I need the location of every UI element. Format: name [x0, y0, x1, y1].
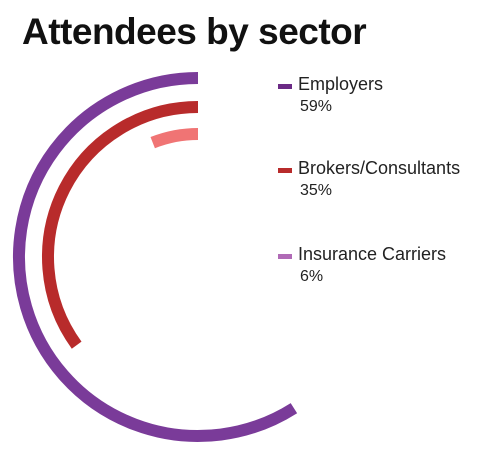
legend-swatch-brokers-consultants	[278, 168, 292, 173]
legend-label-brokers-consultants: Brokers/Consultants	[298, 158, 461, 178]
legend-value-insurance-carriers: 6%	[300, 268, 324, 285]
legend-swatch-employers	[278, 84, 292, 89]
legend-value-brokers-consultants: 35%	[300, 182, 333, 199]
chart-title: Attendees by sector	[22, 11, 367, 52]
legend-label-insurance-carriers: Insurance Carriers	[298, 244, 447, 264]
legend-swatch-insurance-carriers	[278, 254, 292, 259]
legend-label-employers: Employers	[298, 74, 384, 94]
arc-employers	[13, 72, 298, 442]
arc-brokers-consultants	[42, 101, 199, 349]
arc-insurance-carriers	[150, 128, 199, 149]
legend-value-employers: 59%	[300, 98, 333, 115]
